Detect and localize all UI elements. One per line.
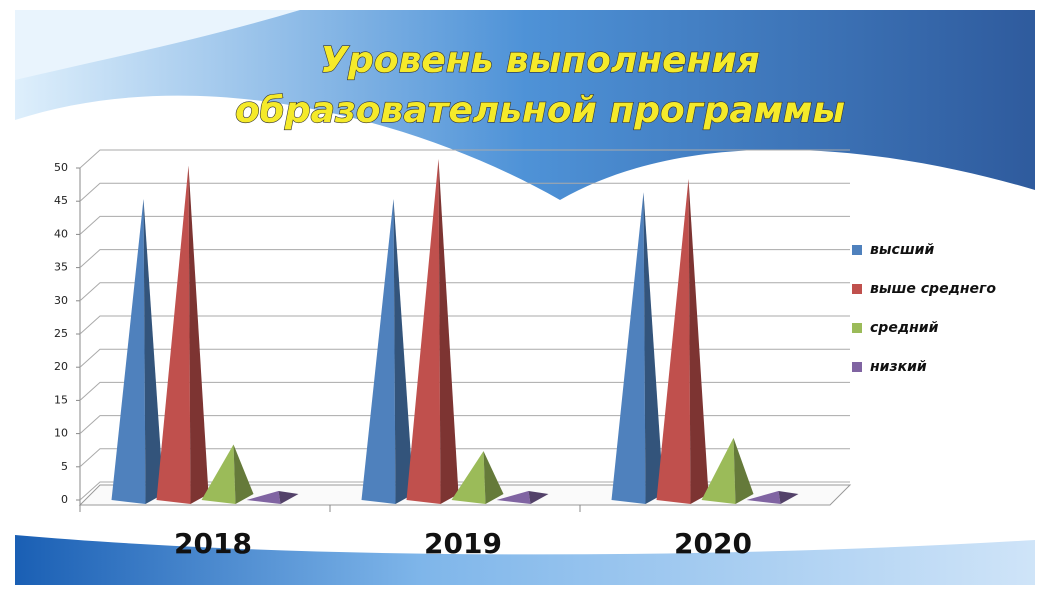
y-tick-label: 40 — [54, 227, 68, 240]
y-tick-label: 45 — [54, 194, 68, 207]
pyramid-face — [496, 491, 531, 504]
y-tick-label: 20 — [54, 360, 68, 373]
x-tick-label: 2018 — [174, 527, 252, 560]
pyramid-face — [143, 198, 164, 504]
grid-line — [79, 315, 850, 335]
legend-label: низкий — [870, 359, 927, 375]
pyramid-face — [156, 165, 191, 504]
pyramid-face — [688, 178, 709, 505]
top-swoosh-light — [15, 10, 300, 80]
grid-line — [79, 348, 850, 368]
legend-label: выше среднего — [870, 281, 996, 297]
y-tick-label: 15 — [54, 393, 68, 406]
pyramid-face — [701, 437, 736, 504]
pyramid-face — [201, 444, 236, 504]
x-tick-label: 2019 — [424, 527, 502, 560]
pyramid-face — [233, 444, 254, 504]
legend-swatch — [852, 362, 862, 372]
grid-line — [79, 282, 850, 302]
pyramid-face — [111, 198, 146, 504]
grid-line — [79, 182, 850, 202]
y-tick-label: 5 — [61, 460, 68, 473]
pyramid-face — [611, 192, 646, 504]
pyramid-face — [528, 491, 549, 504]
legend-swatch — [852, 323, 862, 333]
grid-line — [79, 149, 850, 169]
chart-title: Уровень выполнения — [320, 40, 759, 81]
top-swoosh — [15, 10, 1035, 200]
grid-line — [79, 215, 850, 235]
pyramid-face — [393, 198, 414, 504]
y-tick-label: 10 — [54, 427, 68, 440]
y-tick-label: 30 — [54, 294, 68, 307]
y-tick-label: 35 — [54, 261, 68, 274]
pyramid-face — [361, 198, 396, 504]
legend-label: высший — [870, 242, 934, 258]
legend-swatch — [852, 284, 862, 294]
pyramid-face — [643, 192, 664, 504]
grid-line — [79, 249, 850, 268]
legend-swatch — [852, 245, 862, 255]
grid-line — [79, 448, 850, 468]
pyramid-face — [746, 491, 781, 504]
pyramid-face — [733, 437, 754, 504]
pyramid-face — [438, 159, 459, 504]
pyramid-face — [188, 165, 209, 504]
pyramid-face — [483, 451, 504, 504]
pyramid-face — [778, 491, 799, 504]
x-tick-label: 2020 — [674, 527, 752, 560]
grid-line — [79, 381, 850, 401]
grid-line — [79, 481, 850, 501]
y-tick-label: 0 — [61, 493, 68, 506]
pyramid-face — [278, 491, 299, 504]
bottom-swoosh — [15, 535, 1035, 585]
pyramid-face — [451, 451, 486, 504]
legend-label: средний — [870, 320, 939, 336]
pyramid-face — [656, 178, 691, 505]
y-tick-label: 25 — [54, 327, 68, 340]
pyramid-face — [246, 491, 281, 504]
pyramid-face — [406, 159, 441, 504]
y-tick-label: 50 — [54, 161, 68, 174]
grid-line — [79, 415, 850, 434]
chart-title: образовательной программы — [235, 90, 845, 131]
